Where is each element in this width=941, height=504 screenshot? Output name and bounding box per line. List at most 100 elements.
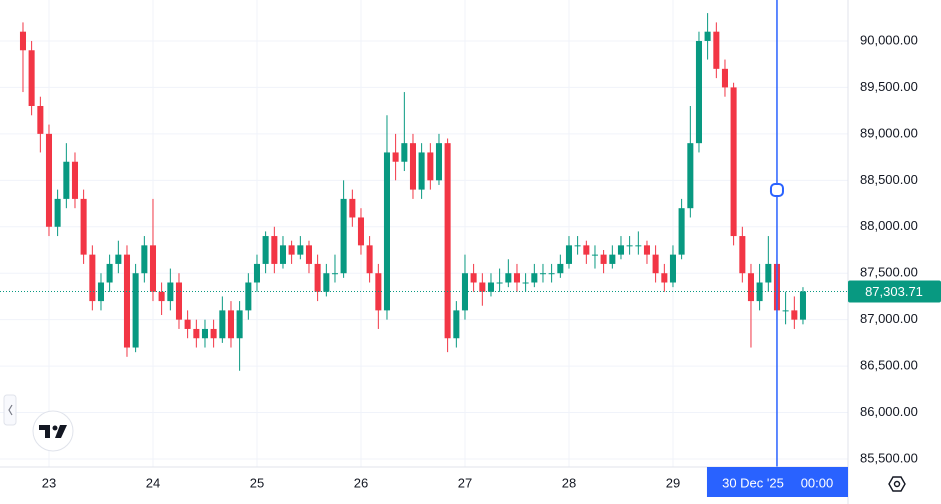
candle-body — [435, 143, 442, 181]
candle-body — [461, 273, 468, 311]
candle-body — [695, 40, 702, 144]
x-tick-label: 25 — [250, 475, 264, 490]
candle-body — [383, 152, 390, 311]
candle-body — [331, 273, 338, 275]
candle-body — [687, 143, 694, 209]
y-tick-label: 88,000.00 — [860, 218, 918, 233]
candle-body — [167, 282, 174, 302]
candle-body — [227, 310, 235, 339]
candle-body — [765, 263, 772, 283]
candle-body — [297, 245, 304, 255]
candle-body — [19, 31, 27, 51]
candle-body — [149, 245, 157, 292]
candle-body — [219, 310, 226, 339]
candle-body — [635, 245, 642, 247]
candle-body — [617, 245, 624, 255]
candle-body — [357, 217, 364, 246]
candle-body — [591, 254, 598, 256]
candle-body — [505, 273, 512, 283]
candle-body — [314, 263, 321, 292]
candle-body — [678, 208, 685, 255]
candle-body — [539, 273, 546, 275]
candle-body — [37, 105, 44, 134]
candle-body — [340, 198, 347, 274]
candle-body — [721, 68, 728, 88]
candle-body — [453, 310, 460, 339]
crosshair-date: 30 Dec '25 — [722, 475, 784, 490]
y-tick-label: 86,000.00 — [860, 404, 918, 419]
candle-body — [262, 236, 269, 264]
candle-body — [669, 254, 676, 283]
candle-body — [89, 254, 96, 302]
candle-body — [115, 254, 122, 264]
candle-body — [609, 254, 616, 264]
candle-body — [245, 282, 252, 311]
crosshair-time: 00:00 — [801, 475, 834, 490]
y-tick-label: 90,500.00 — [860, 0, 918, 1]
candle-body — [210, 328, 217, 339]
y-tick-label: 89,500.00 — [860, 79, 918, 94]
candle-body — [271, 236, 278, 264]
candle-body — [279, 245, 286, 264]
candle-body — [123, 254, 131, 348]
candle-body — [201, 328, 209, 339]
scroll-tab[interactable] — [3, 394, 17, 426]
candle-body — [236, 310, 243, 339]
x-tick-label: 26 — [354, 475, 368, 490]
candle-body — [409, 143, 416, 190]
y-tick-label: 90,000.00 — [860, 32, 918, 47]
candle-body — [392, 152, 399, 162]
candle-body — [531, 273, 538, 283]
candle-body — [444, 143, 451, 339]
candle-body — [158, 291, 165, 302]
candle-body — [71, 161, 79, 199]
crosshair-label-box — [706, 467, 848, 497]
y-tick-label: 87,500.00 — [860, 265, 918, 280]
candle-body — [583, 245, 590, 255]
y-tick-label: 87,000.00 — [860, 311, 918, 326]
candle-body — [45, 133, 53, 227]
x-tick-label: 23 — [42, 475, 56, 490]
candle-body — [626, 245, 633, 247]
candle-body — [574, 245, 581, 247]
candle-body — [132, 273, 139, 348]
candle-body — [496, 282, 503, 284]
candle-body — [427, 152, 434, 181]
candle-body — [513, 273, 520, 283]
x-tick-label: 29 — [666, 475, 680, 490]
candle-body — [80, 198, 87, 255]
candle-body — [54, 198, 61, 227]
candle-body — [747, 273, 754, 302]
candle-body — [739, 236, 746, 274]
candle-body — [730, 87, 737, 237]
candle-body — [652, 254, 659, 274]
last-price-label: 87,303.71 — [865, 284, 923, 299]
logo — [32, 410, 74, 452]
x-tick-label: 28 — [562, 475, 576, 490]
settings-icon[interactable] — [888, 476, 906, 492]
candle-body — [401, 143, 408, 162]
candle-body — [522, 282, 529, 284]
candle-body — [782, 310, 789, 312]
candle-body — [184, 319, 191, 329]
candle-body — [704, 31, 711, 41]
x-tick-label: 24 — [146, 475, 160, 490]
candle-body — [799, 291, 806, 320]
candle-body — [643, 245, 650, 255]
y-tick-label: 89,000.00 — [860, 125, 918, 140]
candle-body — [106, 263, 113, 283]
candle-body — [349, 198, 356, 218]
candle-body — [175, 282, 183, 320]
candle-body — [661, 273, 668, 283]
x-tick-label: 27 — [458, 475, 472, 490]
y-tick-label: 85,500.00 — [860, 450, 918, 465]
candle-body — [557, 263, 564, 274]
candle-body — [487, 282, 494, 292]
candle-body — [548, 273, 555, 275]
candle-body — [470, 273, 477, 283]
y-tick-label: 88,500.00 — [860, 172, 918, 187]
candle-body — [791, 310, 798, 320]
